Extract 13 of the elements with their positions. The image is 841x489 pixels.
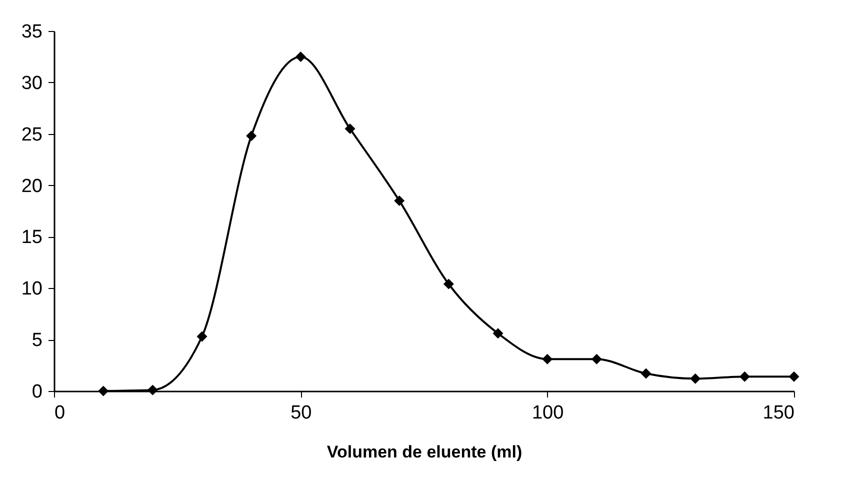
y-tick-label: 5 [32, 330, 42, 352]
x-axis-title: Volumen de eluente (ml) [326, 442, 522, 462]
x-tick-label: 100 [532, 402, 564, 424]
y-tick-label: 10 [21, 278, 42, 300]
y-tick-label: 20 [21, 176, 42, 197]
y-tick-label: 35 [21, 22, 42, 42]
x-tick-label: 150 [762, 402, 794, 424]
x-tick-label: 50 [290, 402, 312, 424]
y-tick-label: 25 [21, 124, 42, 146]
y-tick-label: 30 [21, 72, 42, 94]
x-tick-label: 0 [54, 402, 66, 424]
y-tick-label: 0 [32, 382, 42, 402]
y-tick-label: 15 [21, 227, 42, 248]
